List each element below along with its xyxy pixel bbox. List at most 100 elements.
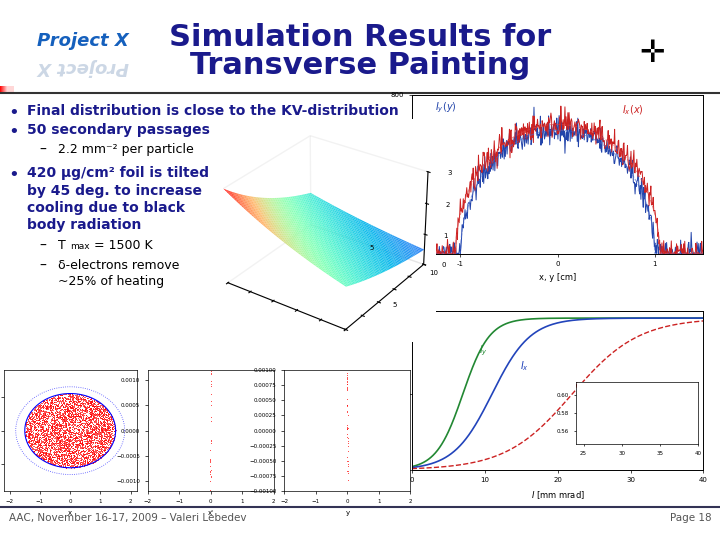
Point bbox=[95, 412, 107, 421]
Point bbox=[76, 443, 87, 451]
Point bbox=[67, 409, 78, 418]
Point bbox=[75, 401, 86, 409]
Point bbox=[60, 428, 72, 436]
Point bbox=[50, 400, 62, 409]
Point bbox=[89, 402, 100, 410]
Point bbox=[84, 427, 95, 436]
Point bbox=[30, 431, 41, 440]
Point bbox=[61, 415, 73, 423]
Point bbox=[78, 461, 89, 470]
Bar bbox=[2, 86, 9, 93]
Point bbox=[71, 412, 83, 421]
Point bbox=[54, 432, 66, 441]
Point bbox=[341, 380, 353, 388]
Point bbox=[32, 442, 44, 450]
Point bbox=[31, 443, 42, 452]
Point bbox=[55, 431, 67, 440]
Point bbox=[40, 429, 52, 438]
Point bbox=[38, 430, 50, 439]
Point bbox=[108, 432, 120, 441]
Point bbox=[24, 438, 36, 447]
Point bbox=[68, 451, 79, 460]
Point bbox=[105, 421, 117, 430]
Point bbox=[55, 420, 66, 429]
Point bbox=[25, 411, 37, 420]
Point bbox=[54, 440, 66, 448]
Point bbox=[204, 457, 216, 466]
Point bbox=[79, 460, 91, 468]
Point bbox=[67, 393, 78, 402]
Point bbox=[55, 454, 67, 462]
Point bbox=[102, 424, 114, 433]
Bar bbox=[1, 86, 9, 93]
Point bbox=[94, 439, 106, 448]
Point bbox=[41, 426, 53, 434]
Point bbox=[341, 210, 352, 219]
Point bbox=[53, 455, 65, 463]
Point bbox=[87, 409, 99, 417]
Point bbox=[37, 454, 49, 462]
Point bbox=[89, 450, 100, 459]
Point bbox=[43, 450, 55, 459]
Point bbox=[341, 312, 353, 321]
Point bbox=[72, 405, 84, 414]
Point bbox=[91, 423, 102, 432]
Point bbox=[206, 110, 217, 119]
Point bbox=[81, 393, 93, 402]
Point bbox=[40, 434, 51, 442]
Point bbox=[77, 395, 89, 403]
Point bbox=[91, 450, 102, 459]
Point bbox=[92, 449, 104, 458]
Point bbox=[71, 411, 82, 420]
Point bbox=[50, 413, 61, 421]
Point bbox=[40, 429, 52, 438]
Point bbox=[77, 431, 89, 440]
Point bbox=[41, 397, 53, 406]
Point bbox=[40, 442, 51, 451]
Point bbox=[56, 431, 68, 440]
Point bbox=[65, 429, 76, 437]
Point bbox=[61, 405, 73, 414]
Point bbox=[30, 419, 42, 428]
Point bbox=[53, 461, 65, 469]
Point bbox=[89, 424, 101, 433]
Point bbox=[84, 420, 96, 429]
Point bbox=[66, 417, 78, 426]
Point bbox=[24, 435, 35, 443]
Point bbox=[83, 428, 94, 436]
Point bbox=[90, 418, 102, 427]
Point bbox=[97, 402, 109, 410]
Point bbox=[53, 400, 64, 408]
Point bbox=[339, 0, 351, 8]
Point bbox=[65, 402, 76, 411]
Point bbox=[65, 451, 76, 460]
Point bbox=[91, 424, 102, 433]
Point bbox=[73, 397, 85, 406]
Point bbox=[92, 402, 104, 410]
Point bbox=[86, 400, 97, 408]
Point bbox=[30, 417, 41, 426]
Point bbox=[71, 421, 83, 429]
Point bbox=[103, 428, 114, 437]
Point bbox=[59, 444, 71, 453]
Point bbox=[29, 447, 40, 455]
Point bbox=[90, 423, 102, 431]
Point bbox=[342, 498, 354, 507]
Point bbox=[71, 412, 82, 421]
Point bbox=[68, 455, 80, 463]
Point bbox=[53, 447, 65, 455]
Point bbox=[95, 424, 107, 433]
Point bbox=[94, 422, 105, 430]
Point bbox=[78, 395, 90, 403]
Point bbox=[41, 453, 53, 462]
Point bbox=[47, 419, 58, 428]
Point bbox=[95, 414, 107, 423]
Point bbox=[95, 426, 107, 435]
Point bbox=[73, 439, 85, 448]
Point bbox=[71, 449, 82, 457]
Point bbox=[58, 393, 69, 401]
Point bbox=[104, 428, 115, 436]
Point bbox=[205, 252, 217, 261]
Point bbox=[99, 407, 111, 415]
Point bbox=[68, 440, 79, 449]
